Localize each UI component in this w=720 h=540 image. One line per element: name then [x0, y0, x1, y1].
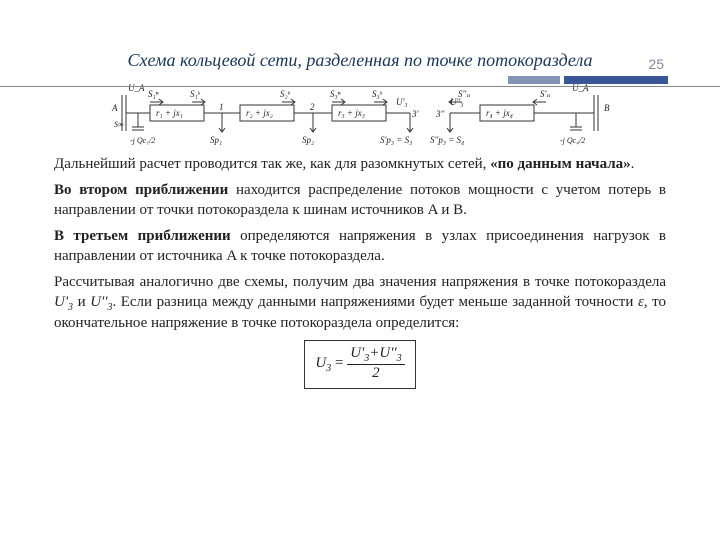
box-4: r₄ + jx₄: [486, 108, 513, 118]
num-l: U': [350, 345, 364, 361]
box-3: r₃ + jx₃: [338, 108, 365, 118]
s-top-3: S₃ⁿ: [330, 89, 341, 99]
formula: U3 = U'3+U''3 2: [304, 340, 415, 389]
q-left: -j Qc₁/2: [130, 136, 155, 145]
accent-light: [508, 76, 560, 84]
sb-3: S''p₃ = S₄: [430, 135, 464, 145]
page-number: 25: [648, 56, 664, 72]
formula-eq: =: [331, 355, 347, 371]
paragraph-2: Во втором приближении находится распреде…: [54, 181, 666, 221]
label-A: A: [111, 103, 118, 113]
formula-den: 2: [347, 365, 404, 382]
p4-mid: и: [73, 294, 90, 310]
paragraph-4: Рассчитывая аналогично две схемы, получи…: [54, 273, 666, 334]
slide-title: Схема кольцевой сети, разделенная по точ…: [54, 50, 666, 71]
box-1: r₁ + jx₁: [156, 108, 183, 118]
box-2: r₂ + jx₂: [246, 108, 273, 118]
p4-u2: U'': [90, 294, 107, 310]
p3-bold: В третьем приближении: [54, 228, 231, 244]
formula-lhs: U: [315, 355, 326, 371]
top-accent: [508, 76, 668, 84]
paragraph-3: В третьем приближении определяются напря…: [54, 227, 666, 267]
num-plus: +: [369, 345, 379, 361]
p1-plain: Дальнейший расчет проводится так же, как…: [54, 156, 490, 172]
s-top-1: S₁ᵏ: [190, 89, 201, 99]
node-2: 2: [310, 102, 315, 112]
q-right: -j Qc₄/2: [560, 136, 585, 145]
label-U3pp: U''₃: [450, 97, 463, 107]
num-r: U'': [379, 345, 396, 361]
node-3p: 3': [411, 109, 420, 119]
ring-network-diagram: A B U_A U_A r₁ + jx₁ r₂ + jx₂ r₃ + jx₃ r…: [110, 77, 610, 149]
node-3pp: 3'': [435, 109, 445, 119]
p4-b: . Если разница между данными напряжениям…: [112, 294, 638, 310]
p1-tail: .: [631, 156, 635, 172]
p1-bold: «по данным начала»: [490, 156, 631, 172]
sb-2: S'p₃ = S₃: [380, 135, 412, 145]
sb-0: Sp₁: [210, 135, 222, 145]
top-border: [0, 78, 720, 87]
label-U3p: U'₃: [396, 97, 408, 107]
sb-1: Sp₂: [302, 135, 314, 145]
s-top-4: S₃ᵏ: [372, 89, 383, 99]
body-text: Дальнейший расчет проводится так же, как…: [54, 155, 666, 334]
accent-dark: [564, 76, 668, 84]
node-1: 1: [219, 102, 224, 112]
paragraph-1: Дальнейший расчет проводится так же, как…: [54, 155, 666, 175]
p2-bold: Во втором приближении: [54, 182, 228, 198]
formula-fraction: U'3+U''3 2: [347, 345, 404, 382]
p4-a: Рассчитывая аналогично две схемы, получи…: [54, 274, 666, 290]
label-B: B: [604, 103, 610, 113]
p4-u1: U': [54, 294, 68, 310]
s-top-2: S₂ᵏ: [280, 89, 291, 99]
slide: 25 Схема кольцевой сети, разделенная по …: [0, 50, 720, 540]
s-top-0: S₁ⁿ: [148, 89, 159, 99]
s-top-6: S'ₙ: [540, 89, 550, 99]
s-over: S∞: [114, 120, 124, 129]
num-r-sub: 3: [397, 353, 402, 364]
